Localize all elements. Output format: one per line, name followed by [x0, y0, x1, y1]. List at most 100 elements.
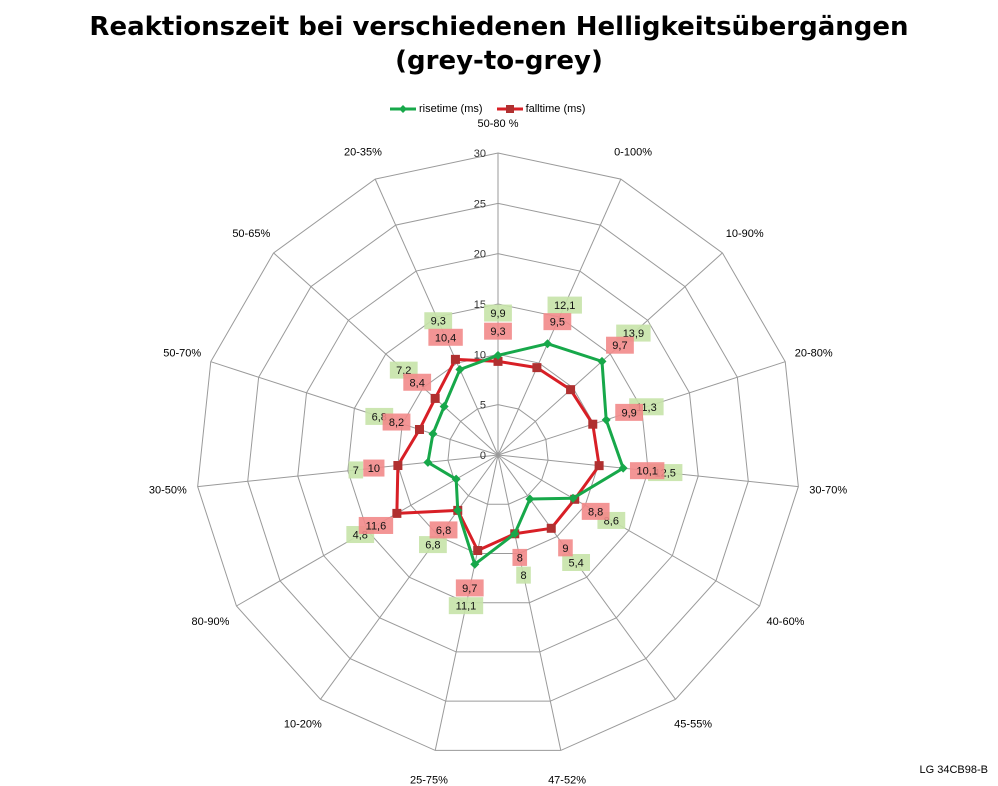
- legend-rise-label: risetime (ms): [419, 103, 483, 115]
- risetime-series-point: [470, 559, 480, 569]
- grid-spoke: [497, 252, 723, 456]
- falltime-data-label-box: [629, 462, 665, 480]
- falltime-series-point: [473, 546, 483, 556]
- falltime-series-point: [546, 523, 556, 533]
- falltime-data-label: 9,3: [490, 326, 505, 338]
- falltime-data-label-box: [581, 502, 610, 520]
- risetime-data-label-box: [448, 597, 484, 615]
- radial-tick-label: 25: [474, 198, 486, 210]
- risetime-series-point: [618, 463, 628, 473]
- falltime-data-label: 9,7: [462, 583, 477, 595]
- legend-fall-label: falltime (ms): [525, 103, 586, 115]
- risetime-data-label: 8: [520, 570, 526, 582]
- grid-spoke: [497, 454, 760, 607]
- falltime-series-point: [450, 354, 460, 364]
- category-label: 50-70%: [163, 347, 201, 359]
- grid-ring: [397, 353, 599, 554]
- category-label: 50-65%: [232, 228, 270, 240]
- falltime-data-label-box: [358, 516, 394, 534]
- risetime-series-point: [568, 493, 578, 503]
- risetime-data-label: 7: [353, 465, 359, 477]
- risetime-series-point: [455, 364, 465, 374]
- falltime-data-label: 8,4: [410, 377, 425, 389]
- falltime-data-label: 9,5: [550, 317, 565, 329]
- falltime-data-label: 9,9: [622, 407, 637, 419]
- category-label: 47-52%: [548, 775, 586, 786]
- falltime-data-label: 8: [517, 552, 523, 564]
- legend-rise-marker-icon: [390, 105, 416, 113]
- falltime-data-label: 10,4: [435, 332, 456, 344]
- grid-spoke: [273, 252, 499, 456]
- risetime-data-label-box: [419, 536, 447, 554]
- chart-title-line-2: (grey-to-grey): [395, 46, 603, 76]
- legend: risetime (ms) falltime (ms): [390, 100, 599, 118]
- risetime-series-point: [493, 350, 503, 360]
- falltime-data-label-box: [363, 459, 385, 477]
- category-label: 20-35%: [344, 147, 382, 159]
- grid-spoke: [320, 454, 499, 700]
- risetime-series-point: [525, 494, 535, 504]
- falltime-data-label-box: [455, 579, 484, 597]
- risetime-data-label: 9,9: [490, 308, 505, 320]
- risetime-data-label-box: [484, 304, 512, 322]
- risetime-series-line: [426, 342, 625, 566]
- falltime-data-label: 9,7: [612, 340, 627, 352]
- falltime-data-label-box: [543, 313, 572, 331]
- risetime-data-label-box: [516, 566, 531, 584]
- radial-tick-label: 5: [480, 400, 486, 412]
- grid-ring: [197, 152, 799, 751]
- category-label: 10-20%: [284, 719, 322, 731]
- grid-ring: [347, 303, 649, 604]
- falltime-data-label-box: [403, 373, 432, 391]
- risetime-data-label: 9,3: [431, 316, 446, 328]
- falltime-series-point: [566, 385, 576, 395]
- risetime-data-label: 6,8: [425, 540, 440, 552]
- category-label: 0-100%: [614, 147, 652, 159]
- legend-fall-marker-icon: [496, 105, 523, 113]
- falltime-data-label: 6,8: [436, 525, 451, 537]
- risetime-series-point: [453, 505, 463, 515]
- risetime-series-point: [510, 529, 520, 539]
- risetime-data-label-box: [348, 461, 364, 479]
- grid-spoke: [210, 361, 499, 456]
- falltime-data-label-box: [512, 548, 528, 566]
- risetime-data-label: 5,4: [568, 558, 583, 570]
- radial-tick-label: 30: [474, 148, 486, 160]
- falltime-series-point: [594, 461, 604, 471]
- falltime-series-point: [532, 363, 542, 373]
- risetime-data-label-box: [547, 296, 582, 314]
- falltime-series-line: [395, 357, 601, 553]
- grid-ring: [297, 253, 699, 653]
- risetime-data-label-box: [424, 312, 453, 330]
- falltime-data-label-box: [606, 336, 634, 354]
- falltime-data-label: 8,2: [389, 417, 404, 429]
- category-label: 25-75%: [410, 775, 448, 786]
- legend-item-rise: risetime (ms): [390, 103, 483, 115]
- falltime-data-label: 11,6: [366, 520, 387, 532]
- radial-tick-label: 0: [480, 450, 486, 462]
- grid-spoke: [197, 454, 499, 488]
- chart-title-line-1: Reaktionszeit bei verschiedenen Helligke…: [89, 12, 909, 42]
- radial-tick-label: 15: [474, 299, 486, 311]
- radial-tick-label: 10: [474, 349, 486, 361]
- category-label: 30-70%: [809, 485, 847, 497]
- risetime-data-label-box: [562, 554, 591, 572]
- category-label: 40-60%: [767, 616, 805, 628]
- risetime-series-point: [451, 474, 461, 484]
- category-label: 30-50%: [149, 485, 187, 497]
- falltime-series-point: [392, 508, 402, 518]
- grid-spoke: [497, 454, 676, 700]
- category-label: 10-90%: [726, 228, 764, 240]
- risetime-series-point: [428, 429, 438, 439]
- falltime-data-label-box: [558, 539, 573, 557]
- falltime-series-point: [493, 356, 503, 366]
- legend-item-fall: falltime (ms): [496, 103, 586, 115]
- falltime-series-point: [430, 393, 440, 403]
- risetime-series-point: [423, 457, 433, 467]
- category-label: 50-80 %: [478, 118, 519, 130]
- falltime-data-label: 9: [562, 543, 568, 555]
- falltime-data-label: 8,8: [588, 506, 603, 518]
- risetime-series-point: [543, 339, 553, 349]
- risetime-series-point: [601, 415, 611, 425]
